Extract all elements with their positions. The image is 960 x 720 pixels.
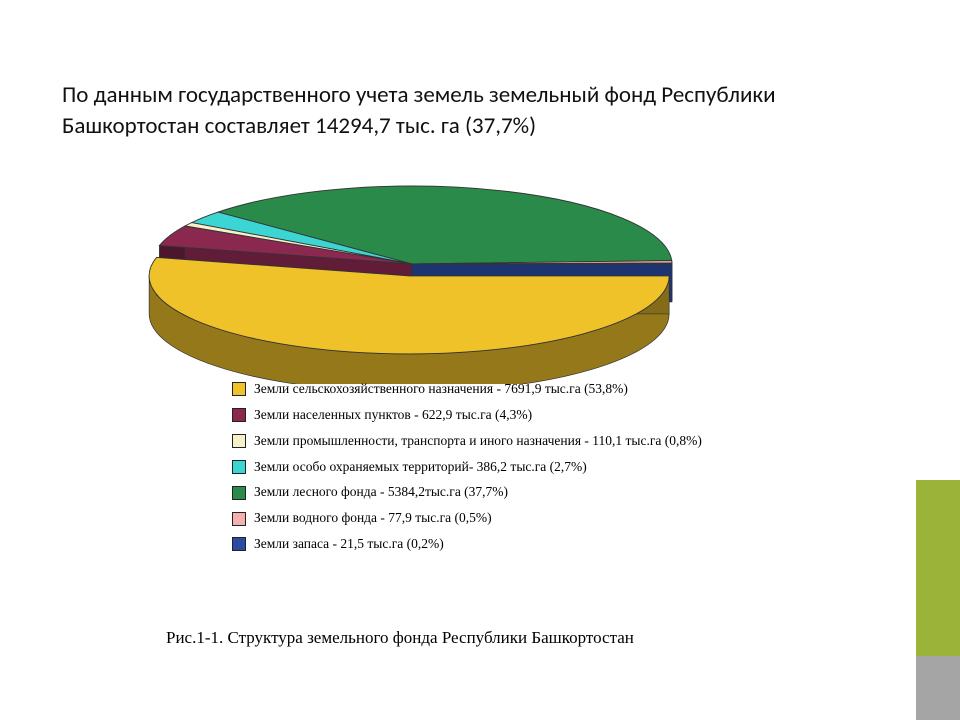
decoration-gray-bar [916,656,960,720]
legend-item-industry: Земли промышленности, транспорта и иного… [232,434,872,449]
legend-item-reserve: Земли запаса - 21,5 тыс.га (0,2%) [232,537,872,552]
legend-swatch-settlements [232,408,246,422]
slide: По данным государственного учета земель … [0,0,960,720]
legend-label-water: Земли водного фонда - 77,9 тыс.га (0,5%) [254,511,492,526]
legend-swatch-protected [232,460,246,474]
legend-swatch-industry [232,434,246,448]
legend-label-settlements: Земли населенных пунктов - 622,9 тыс.га … [254,408,532,423]
legend-label-agricultural: Земли сельскохозяйственного назначения -… [254,382,628,397]
legend-label-industry: Земли промышленности, транспорта и иного… [254,434,702,449]
legend-item-agricultural: Земли сельскохозяйственного назначения -… [232,382,872,397]
pie-chart [102,174,892,384]
legend-label-protected: Земли особо охраняемых территорий- 386,2… [254,460,587,475]
decoration-olive-bar [916,480,960,656]
slide-title: По данным государственного учета земель … [62,80,782,142]
chart-area: Земли сельскохозяйственного назначения -… [102,174,892,676]
legend-swatch-reserve [232,537,246,551]
legend-label-forest: Земли лесного фонда - 5384,2тыс.га (37,7… [254,485,508,500]
legend-swatch-forest [232,486,246,500]
chart-caption: Рис.1-1. Структура земельного фонда Респ… [166,628,634,648]
legend-swatch-water [232,512,246,526]
legend-item-forest: Земли лесного фонда - 5384,2тыс.га (37,7… [232,485,872,500]
legend-item-protected: Земли особо охраняемых территорий- 386,2… [232,460,872,475]
legend-item-water: Земли водного фонда - 77,9 тыс.га (0,5%) [232,511,872,526]
legend-label-reserve: Земли запаса - 21,5 тыс.га (0,2%) [254,537,444,552]
legend-item-settlements: Земли населенных пунктов - 622,9 тыс.га … [232,408,872,423]
legend: Земли сельскохозяйственного назначения -… [232,382,872,563]
legend-swatch-agricultural [232,382,246,396]
